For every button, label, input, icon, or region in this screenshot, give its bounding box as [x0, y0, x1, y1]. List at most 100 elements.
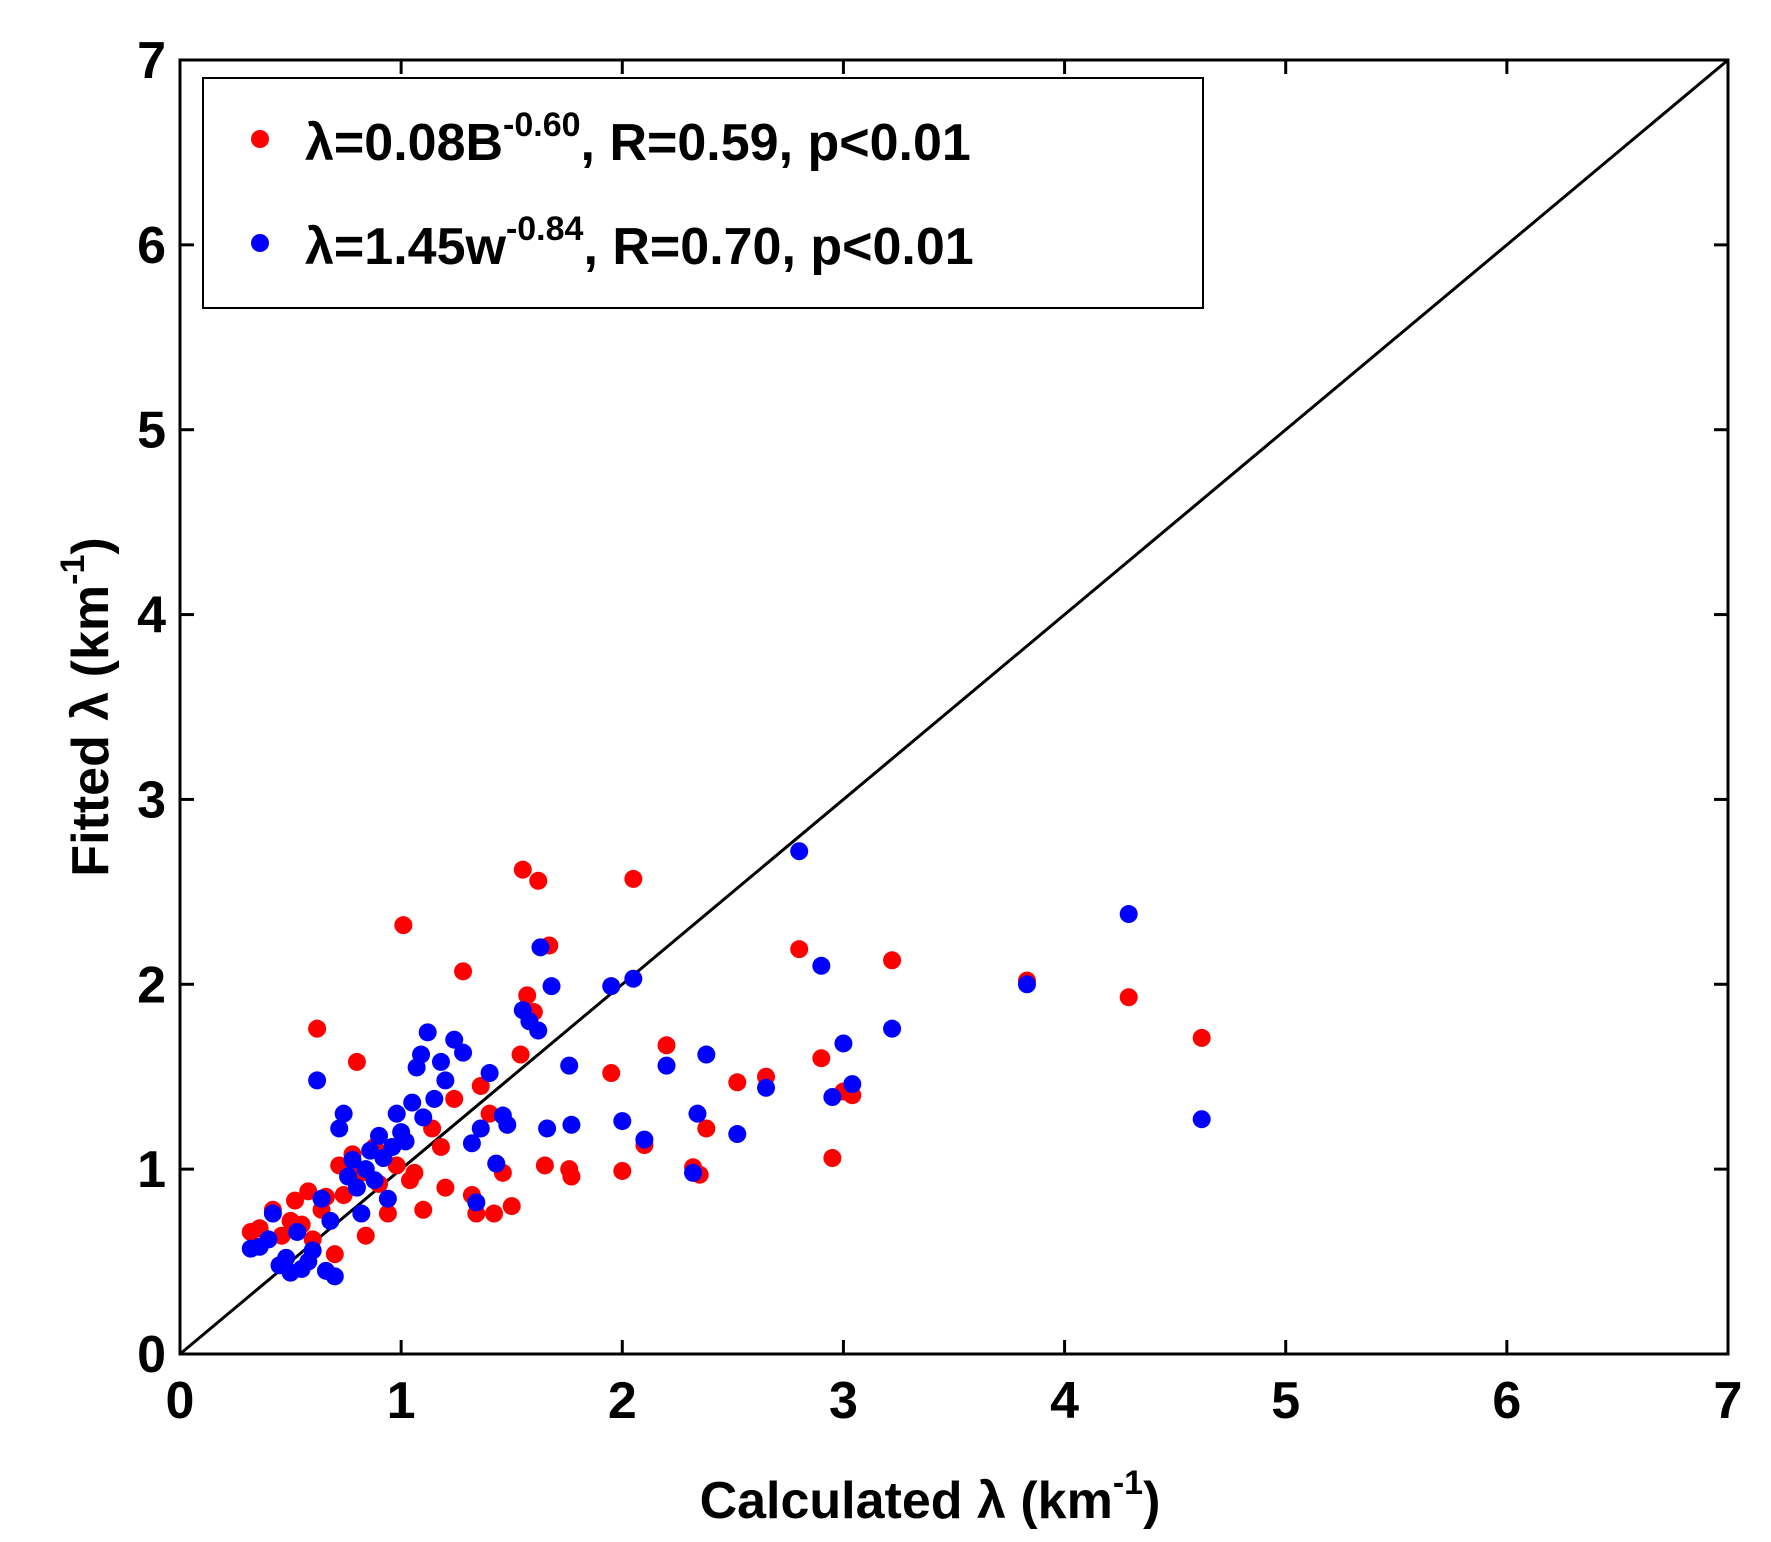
legend-blue-stats: , R=0.70, p<0.01: [583, 218, 973, 276]
data-point-lambda-w: [562, 1115, 581, 1134]
data-point-lambda-w: [347, 1178, 366, 1197]
data-point-lambda-B: [728, 1073, 747, 1092]
data-point-lambda-w: [823, 1088, 842, 1107]
data-point-lambda-w: [542, 977, 561, 996]
data-point-lambda-w: [325, 1267, 344, 1286]
data-point-lambda-B: [308, 1019, 327, 1038]
data-point-lambda-w: [834, 1034, 853, 1053]
data-point-lambda-B: [1192, 1028, 1211, 1047]
data-point-lambda-B: [511, 1045, 530, 1064]
data-point-lambda-B: [436, 1178, 455, 1197]
data-point-lambda-w: [431, 1052, 450, 1071]
data-point-lambda-B: [513, 860, 532, 879]
data-point-lambda-B: [697, 1119, 716, 1138]
y-tick-labels: 0 1 2 3 4 5 6 7: [137, 32, 166, 1384]
y-tick-label: 3: [137, 771, 166, 829]
data-point-lambda-w: [277, 1248, 296, 1267]
data-point-lambda-B: [485, 1204, 504, 1223]
data-point-lambda-B: [334, 1186, 353, 1205]
data-point-lambda-B: [454, 962, 473, 981]
data-point-lambda-w: [487, 1154, 506, 1173]
data-point-lambda-B: [613, 1161, 632, 1180]
x-tick-label: 6: [1492, 1372, 1521, 1430]
data-point-lambda-w: [396, 1132, 415, 1151]
data-point-lambda-w: [657, 1056, 676, 1075]
data-point-lambda-B: [414, 1200, 433, 1219]
data-point-lambda-B: [657, 1036, 676, 1055]
plot-frame: [178, 58, 1730, 1356]
x-tick-label: 1: [387, 1372, 416, 1430]
data-point-lambda-w: [445, 1030, 464, 1049]
legend-marker-red: [251, 130, 269, 148]
data-point-lambda-w: [352, 1204, 371, 1223]
data-point-lambda-w: [308, 1071, 327, 1090]
data-point-lambda-w: [790, 842, 809, 861]
data-point-lambda-w: [263, 1204, 282, 1223]
data-point-lambda-B: [812, 1049, 831, 1068]
series-lambda-B: [241, 860, 1211, 1264]
data-point-lambda-B: [285, 1191, 304, 1210]
x-tick-label: 7: [1714, 1372, 1743, 1430]
x-axis-label-close: ): [1143, 1472, 1160, 1530]
y-tick-label: 6: [137, 217, 166, 275]
data-point-lambda-w: [529, 1021, 548, 1040]
data-point-lambda-w: [467, 1193, 486, 1212]
data-point-lambda-w: [697, 1045, 716, 1064]
data-point-lambda-w: [412, 1045, 431, 1064]
data-point-lambda-B: [405, 1163, 424, 1182]
data-point-lambda-w: [387, 1104, 406, 1123]
data-point-lambda-w: [1119, 905, 1138, 924]
x-axis-label-exponent: -1: [1113, 1464, 1143, 1502]
data-point-lambda-B: [347, 1052, 366, 1071]
data-point-lambda-w: [1192, 1110, 1211, 1129]
data-point-lambda-w: [560, 1056, 579, 1075]
data-point-lambda-w: [538, 1119, 557, 1138]
y-axis-label-close: ): [62, 537, 120, 554]
one-to-one-line: [179, 58, 1729, 1356]
data-point-lambda-w: [303, 1241, 322, 1260]
data-point-lambda-w: [635, 1130, 654, 1149]
data-point-lambda-w: [883, 1019, 902, 1038]
data-point-lambda-w: [425, 1089, 444, 1108]
data-point-lambda-B: [602, 1064, 621, 1083]
data-point-lambda-w: [728, 1125, 747, 1144]
x-tick-label: 3: [829, 1372, 858, 1430]
data-point-lambda-w: [613, 1112, 632, 1131]
legend-red-exponent: -0.60: [503, 106, 581, 144]
data-point-lambda-w: [757, 1078, 776, 1097]
series-lambda-w: [241, 842, 1211, 1286]
data-point-lambda-w: [361, 1141, 380, 1160]
data-point-lambda-w: [418, 1023, 437, 1042]
data-point-lambda-B: [299, 1182, 318, 1201]
data-point-lambda-B: [518, 986, 537, 1005]
x-tick-label: 0: [166, 1372, 195, 1430]
x-axis-label-text: Calculated λ (km: [700, 1472, 1113, 1530]
data-point-lambda-B: [624, 869, 643, 888]
y-tick-label: 4: [137, 587, 166, 645]
y-axis-label-exponent: -1: [54, 555, 92, 585]
data-point-lambda-w: [378, 1189, 397, 1208]
y-axis-label: Fitted λ (km-1): [54, 537, 120, 876]
data-point-lambda-w: [480, 1064, 499, 1083]
data-point-lambda-B: [445, 1089, 464, 1108]
data-point-lambda-w: [684, 1163, 703, 1182]
data-point-lambda-B: [387, 1156, 406, 1175]
data-point-lambda-B: [1119, 988, 1138, 1007]
data-point-lambda-B: [502, 1197, 521, 1216]
legend-red-formula: λ=0.08B: [305, 114, 503, 172]
data-point-lambda-w: [454, 1043, 473, 1062]
data-point-lambda-w: [462, 1134, 481, 1153]
data-point-lambda-w: [312, 1189, 331, 1208]
legend-marker-blue: [251, 234, 269, 252]
data-point-lambda-w: [343, 1150, 362, 1169]
data-point-lambda-w: [812, 956, 831, 975]
data-point-lambda-w: [602, 977, 621, 996]
data-point-lambda-B: [325, 1245, 344, 1264]
data-point-lambda-B: [471, 1076, 490, 1095]
data-point-lambda-w: [370, 1126, 389, 1145]
data-point-lambda-B: [823, 1149, 842, 1168]
data-point-lambda-w: [531, 938, 550, 957]
y-tick-label: 1: [137, 1141, 166, 1199]
data-point-lambda-w: [330, 1119, 349, 1138]
